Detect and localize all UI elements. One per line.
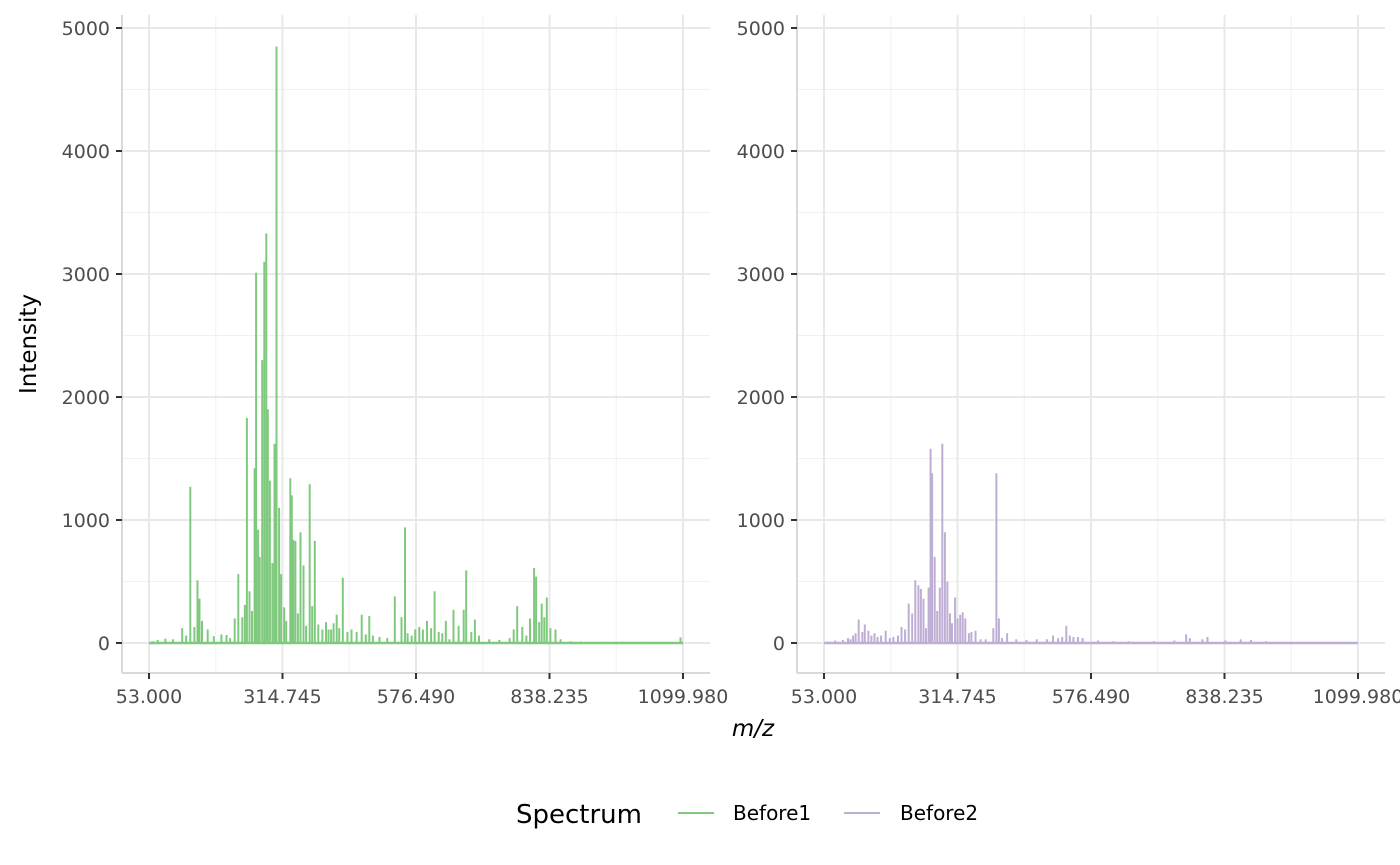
panel-before2-y-ticks: 0 1000 2000 3000 4000 5000 [737,18,797,655]
x-tick-label: 1099.980 [638,686,729,708]
x-tick-label: 53.000 [116,686,182,708]
x-tick-label: 53.000 [791,686,857,708]
y-tick-label: 4000 [62,141,110,163]
y-tick-label: 0 [773,633,785,655]
panel-before1-y-ticks: 0 1000 2000 3000 4000 5000 [62,18,122,655]
x-tick-label: 314.745 [243,686,322,708]
y-tick-label: 1000 [62,510,110,532]
y-axis-title: Intensity [16,294,42,394]
legend-item-before2: Before2 [844,801,978,825]
legend-title: Spectrum [516,800,642,830]
x-tick-label: 576.490 [377,686,456,708]
panel-before1-x-ticks: 53.000 314.745 576.490 838.235 1099.980 [116,673,729,708]
y-tick-label: 3000 [737,264,785,286]
legend-label-before1: Before1 [733,801,811,825]
legend-item-before1: Before1 [678,801,811,825]
y-tick-label: 2000 [737,387,785,409]
x-tick-label: 314.745 [918,686,997,708]
legend-label-before2: Before2 [900,801,978,825]
panel-before2: 0 1000 2000 3000 4000 5000 53.000 314.745 576.4… [737,15,1400,708]
y-tick-label: 2000 [62,387,110,409]
x-tick-label: 838.235 [1185,686,1264,708]
x-tick-label: 1099.980 [1313,686,1400,708]
y-tick-label: 5000 [62,18,110,40]
x-tick-label: 838.235 [510,686,589,708]
y-tick-label: 1000 [737,510,785,532]
x-tick-label: 576.490 [1052,686,1131,708]
y-tick-label: 5000 [737,18,785,40]
legend: Spectrum Before1 Before2 [516,800,978,830]
panel-before1: 0 1000 2000 3000 4000 5000 53.000 314.745 576.4… [62,15,729,708]
y-tick-label: 0 [98,633,110,655]
x-axis-title: m/z [732,716,775,742]
panel-before2-x-ticks: 53.000 314.745 576.490 838.235 1099.980 [791,673,1400,708]
y-tick-label: 3000 [62,264,110,286]
y-tick-label: 4000 [737,141,785,163]
